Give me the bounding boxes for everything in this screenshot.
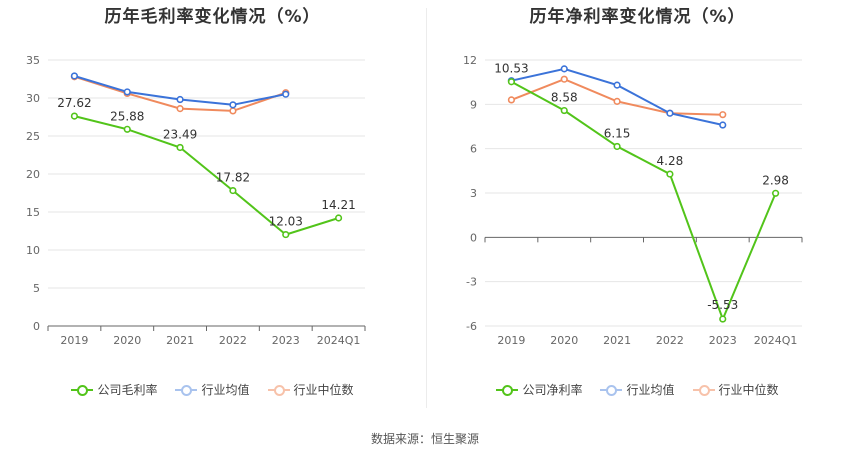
data-label: 8.58 xyxy=(551,91,578,105)
data-point xyxy=(560,106,568,115)
data-label: 17.82 xyxy=(216,171,250,185)
legend-line-icon xyxy=(71,384,94,396)
legend-label: 行业中位数 xyxy=(718,383,779,397)
legend-label: 行业均值 xyxy=(201,383,250,397)
legend-line-icon xyxy=(496,384,519,396)
data-label: 12.03 xyxy=(269,215,303,229)
x-tick-label: 2023 xyxy=(272,334,300,347)
legend-item-industry-median[interactable]: 行业中位数 xyxy=(692,381,779,398)
data-label: -5.53 xyxy=(707,298,738,312)
y-tick-label: 9 xyxy=(470,98,477,111)
y-tick-label: 25 xyxy=(26,130,40,143)
data-point xyxy=(282,230,290,239)
data-point xyxy=(613,142,621,151)
data-point xyxy=(560,75,568,83)
data-label: 14.21 xyxy=(321,198,355,212)
legend-label: 行业中位数 xyxy=(293,383,354,397)
net-margin-chart: -6 -3 0 3 6 9 12 2019 2020 2021 2022 2023 2024Q1 10.5… xyxy=(463,54,803,347)
data-point xyxy=(613,97,621,105)
data-point xyxy=(176,105,184,113)
data-point xyxy=(666,109,674,117)
data-point xyxy=(666,170,674,178)
legend-item-industry-median[interactable]: 行业中位数 xyxy=(267,381,354,398)
legend-line-icon xyxy=(175,384,198,396)
data-point xyxy=(334,214,343,222)
x-tick-label: 2024Q1 xyxy=(754,334,798,347)
data-point xyxy=(176,143,184,152)
data-point xyxy=(176,95,184,104)
legend-item-company[interactable]: 公司净利率 xyxy=(496,381,582,398)
data-point xyxy=(229,186,237,195)
x-tick-label: 2021 xyxy=(603,334,631,347)
y-tick-label: 5 xyxy=(33,282,40,295)
data-point xyxy=(123,125,131,133)
y-tick-label: -3 xyxy=(466,276,477,289)
series-line xyxy=(511,67,724,126)
data-point xyxy=(507,96,516,104)
legend-item-company[interactable]: 公司毛利率 xyxy=(71,381,157,398)
x-tick-label: 2021 xyxy=(166,334,194,347)
x-tick-label: 2020 xyxy=(113,334,141,347)
data-label: 25.88 xyxy=(110,109,144,123)
data-point xyxy=(229,101,237,109)
data-label: 10.53 xyxy=(494,62,528,76)
y-tick-label: 6 xyxy=(470,143,477,156)
series-line xyxy=(510,80,777,322)
legend-label: 行业均值 xyxy=(626,383,675,397)
legend-label: 公司毛利率 xyxy=(97,383,158,397)
data-label: 4.28 xyxy=(657,154,684,168)
y-tick-label: 35 xyxy=(26,54,40,67)
x-tick-label: 2022 xyxy=(656,334,684,347)
y-tick-label: -6 xyxy=(466,320,477,333)
data-point xyxy=(771,189,780,197)
data-point xyxy=(70,112,79,120)
x-tick-label: 2020 xyxy=(550,334,578,347)
gross-margin-panel: 历年毛利率变化情况（%） 0 5 10 15 20 25 30 35 2019 2020 2021 2… xyxy=(0,0,425,420)
x-tick-label: 2022 xyxy=(219,334,247,347)
data-point xyxy=(560,65,568,73)
data-label: 23.49 xyxy=(163,127,197,141)
y-tick-label: 10 xyxy=(26,244,40,257)
y-tick-label: 0 xyxy=(470,231,477,244)
data-point xyxy=(613,81,621,89)
legend-label: 公司净利率 xyxy=(522,383,583,397)
x-tick-label: 2019 xyxy=(60,334,88,347)
legend-item-industry-mean[interactable]: 行业均值 xyxy=(175,381,250,398)
data-point xyxy=(229,107,237,115)
data-label: 2.98 xyxy=(762,173,789,187)
data-point xyxy=(70,72,79,80)
gross-margin-chart: 0 5 10 15 20 25 30 35 2019 2020 2021 2022 2023 2024Q1… xyxy=(26,54,366,347)
legend: 公司净利率 行业均值 行业中位数 xyxy=(425,381,850,398)
y-tick-label: 15 xyxy=(26,206,40,219)
y-tick-label: 0 xyxy=(33,320,40,333)
y-tick-label: 30 xyxy=(26,92,40,105)
data-label: 6.15 xyxy=(604,126,631,140)
x-tick-label: 2024Q1 xyxy=(317,334,361,347)
legend: 公司毛利率 行业均值 行业中位数 xyxy=(0,381,425,398)
data-point xyxy=(719,111,727,119)
y-tick-label: 3 xyxy=(470,187,477,200)
legend-item-industry-mean[interactable]: 行业均值 xyxy=(600,381,675,398)
legend-line-icon xyxy=(267,384,290,396)
legend-line-icon xyxy=(692,384,715,396)
x-tick-label: 2023 xyxy=(709,334,737,347)
data-point xyxy=(719,121,727,129)
data-point xyxy=(282,90,290,98)
net-margin-panel: 历年净利率变化情况（%） -6 -3 0 3 6 9 12 2019 2020 2021 2022 2… xyxy=(425,0,850,420)
x-tick-label: 2019 xyxy=(497,334,525,347)
chart-title: 历年毛利率变化情况（%） xyxy=(104,7,321,27)
data-point xyxy=(123,88,131,96)
series-line xyxy=(74,115,339,236)
legend-line-icon xyxy=(600,384,623,396)
divider xyxy=(426,8,427,408)
data-source: 数据来源：恒生聚源 xyxy=(370,432,479,446)
data-point xyxy=(719,315,727,323)
y-tick-label: 20 xyxy=(26,168,40,181)
y-tick-label: 12 xyxy=(463,54,477,67)
chart-title: 历年净利率变化情况（%） xyxy=(529,7,746,27)
data-point xyxy=(507,78,516,86)
data-label: 27.62 xyxy=(57,96,91,110)
